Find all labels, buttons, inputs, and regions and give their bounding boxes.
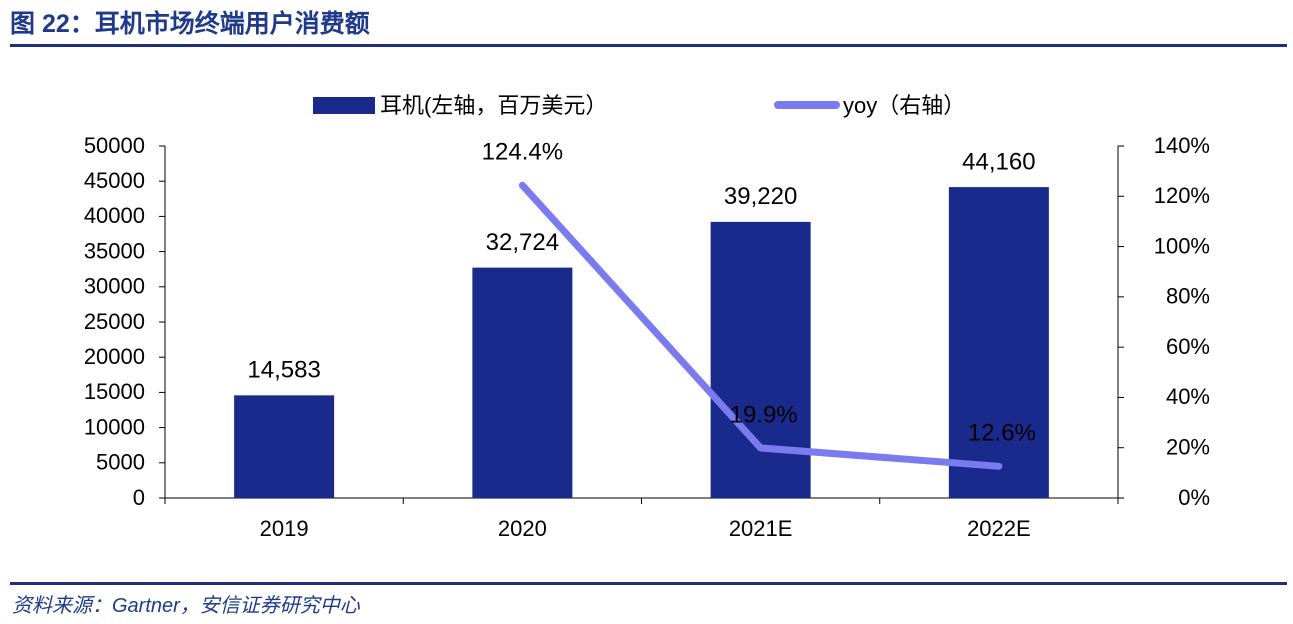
left-tick-label: 35000	[84, 238, 145, 263]
right-tick-label: 60%	[1166, 334, 1210, 359]
x-tick-label: 2022E	[967, 516, 1031, 541]
left-tick-label: 5000	[96, 450, 145, 475]
left-tick-label: 0	[133, 485, 145, 510]
left-tick-label: 15000	[84, 379, 145, 404]
left-tick-label: 10000	[84, 414, 145, 439]
right-tick-label: 0%	[1178, 485, 1210, 510]
x-tick-label: 2019	[260, 516, 309, 541]
figure-title: 图 22：耳机市场终端用户消费额	[10, 6, 370, 42]
bar-value-label: 39,220	[724, 183, 797, 210]
figure-title-text: ：耳机市场终端用户消费额	[69, 10, 370, 38]
legend-bar-swatch	[313, 97, 375, 114]
figure-label: 图	[10, 10, 42, 38]
legend-bar-label: 耳机(左轴，百万美元）	[380, 93, 607, 118]
yoy-value-label: 19.9%	[730, 401, 798, 428]
legend-line-label: yoy（右轴）	[843, 93, 965, 118]
bar-value-label: 14,583	[247, 357, 320, 384]
figure-number: 22	[41, 10, 70, 38]
right-tick-label: 40%	[1166, 384, 1210, 409]
yoy-line	[518, 181, 1003, 470]
right-tick-label: 140%	[1154, 133, 1210, 158]
right-tick-label: 20%	[1166, 435, 1210, 460]
chart: 0 5000 10000 15000 20000 25000 30000 35000 40000…	[84, 93, 1210, 541]
bar-value-label: 44,160	[962, 148, 1035, 175]
left-tick-label: 25000	[84, 309, 145, 334]
yoy-value-label: 124.4%	[482, 139, 563, 166]
bar	[234, 395, 335, 498]
left-tick-label: 40000	[84, 203, 145, 228]
top-rule	[10, 44, 1287, 47]
right-tick-label: 100%	[1154, 233, 1210, 258]
bar-value-label: 32,724	[486, 229, 559, 256]
source-note: 资料来源：Gartner，安信证券研究中心	[12, 595, 360, 617]
left-tick-label: 50000	[84, 133, 145, 158]
left-tick-label: 20000	[84, 344, 145, 369]
bar	[710, 221, 811, 498]
right-tick-label: 80%	[1166, 284, 1210, 309]
left-tick-label: 30000	[84, 274, 145, 299]
left-tick-label: 45000	[84, 168, 145, 193]
x-tick-label: 2020	[498, 516, 547, 541]
right-tick-label: 120%	[1154, 183, 1210, 208]
yoy-value-label: 12.6%	[968, 420, 1036, 447]
bottom-rule	[10, 582, 1287, 585]
bar	[948, 187, 1049, 499]
x-tick-label: 2021E	[729, 516, 793, 541]
bar	[472, 267, 573, 498]
